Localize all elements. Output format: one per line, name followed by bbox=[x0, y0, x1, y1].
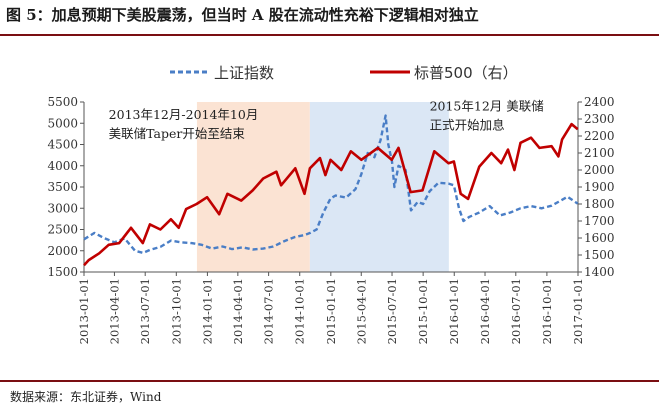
x-tick-label: 2014-01-01 bbox=[200, 278, 214, 344]
series-line-shanghai-composite bbox=[83, 114, 579, 255]
right-tick-label: 1700 bbox=[584, 214, 615, 228]
right-tick-label: 2300 bbox=[584, 112, 615, 126]
line-chart: 1500 2000 2500 3000 3500 4000 4500 5000 5500 1400… bbox=[47, 64, 615, 344]
annotation-2-line-1: 2015年12月 美联储 bbox=[430, 99, 544, 114]
x-tick-label: 2014-04-01 bbox=[231, 278, 245, 344]
left-tick-label: 4500 bbox=[47, 138, 78, 152]
right-tick-label: 1600 bbox=[584, 231, 615, 245]
shaded-region-2 bbox=[309, 102, 449, 272]
right-tick-label: 1400 bbox=[584, 265, 615, 279]
shaded-region-1 bbox=[196, 102, 310, 272]
x-tick-label: 2013-04-01 bbox=[107, 278, 121, 344]
annotation-1-line-1: 2013年12月-2014年10月 bbox=[109, 107, 259, 122]
left-tick-label: 3500 bbox=[47, 180, 78, 194]
x-tick-label: 2017-01-01 bbox=[571, 278, 585, 344]
right-tick-label: 1900 bbox=[584, 180, 615, 194]
x-tick-label: 2013-01-01 bbox=[77, 278, 91, 344]
right-tick-label: 2100 bbox=[584, 146, 615, 160]
annotation-2-line-2: 正式开始加息 bbox=[430, 118, 505, 133]
x-tick-label: 2016-10-01 bbox=[540, 278, 554, 344]
x-tick-label: 2015-01-01 bbox=[324, 278, 338, 344]
series-line-sp500 bbox=[83, 122, 579, 267]
x-tick-label: 2014-10-01 bbox=[293, 278, 307, 344]
x-tick-label: 2016-07-01 bbox=[509, 278, 523, 344]
figure-title: 图 5：加息预期下美股震荡，但当时 A 股在流动性充裕下逻辑相对独立 bbox=[6, 6, 479, 24]
x-tick-label: 2015-07-01 bbox=[385, 278, 399, 344]
left-tick-label: 2000 bbox=[47, 244, 78, 258]
right-tick-label: 1500 bbox=[584, 248, 615, 262]
left-tick-label: 1500 bbox=[47, 265, 78, 279]
left-tick-label: 2500 bbox=[47, 223, 78, 237]
x-tick-label: 2015-10-01 bbox=[416, 278, 430, 344]
x-tick-label: 2013-07-01 bbox=[138, 278, 152, 344]
title-divider bbox=[0, 34, 659, 36]
x-tick-label: 2016-01-01 bbox=[447, 278, 461, 344]
data-source: 数据来源：东北证券，Wind bbox=[10, 390, 162, 404]
right-tick-label: 1800 bbox=[584, 197, 615, 211]
left-tick-label: 3000 bbox=[47, 201, 78, 215]
x-tick-label: 2013-10-01 bbox=[169, 278, 183, 344]
x-tick-label: 2015-04-01 bbox=[354, 278, 368, 344]
x-tick-label: 2014-07-01 bbox=[262, 278, 276, 344]
annotation-1-line-2: 美联储Taper开始至结束 bbox=[109, 126, 246, 141]
right-tick-label: 2000 bbox=[584, 163, 615, 177]
source-divider bbox=[0, 380, 659, 382]
right-tick-label: 2400 bbox=[584, 95, 615, 109]
x-tick-label: 2016-04-01 bbox=[478, 278, 492, 344]
left-tick-label: 5500 bbox=[47, 95, 78, 109]
left-tick-label: 4000 bbox=[47, 159, 78, 173]
legend-label-sp500: 标普500（右） bbox=[414, 64, 518, 82]
left-tick-label: 5000 bbox=[47, 116, 78, 130]
legend-label-shanghai: 上证指数 bbox=[214, 64, 274, 82]
right-tick-label: 2200 bbox=[584, 129, 615, 143]
